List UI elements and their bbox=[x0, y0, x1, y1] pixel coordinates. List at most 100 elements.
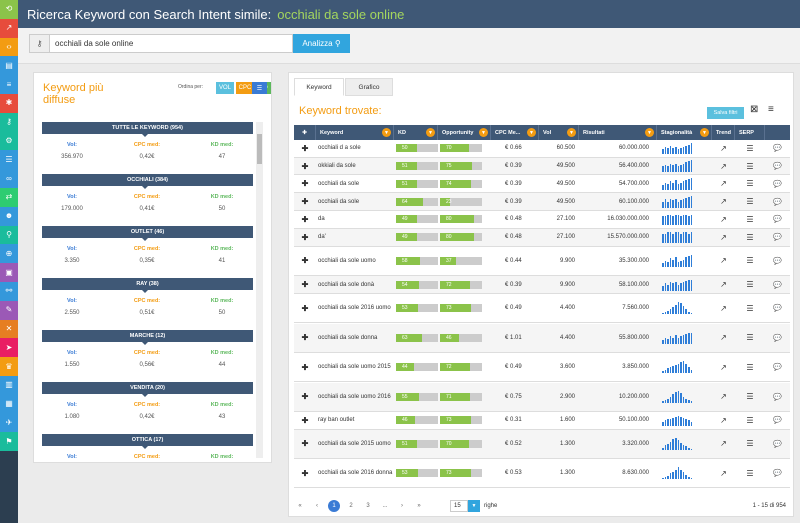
order-cpc-button[interactable]: CPC bbox=[236, 82, 254, 94]
filter-icon[interactable]: ▼ bbox=[527, 128, 536, 137]
column-header[interactable]: Risultati ▼ bbox=[579, 125, 657, 140]
add-icon[interactable]: ✚ bbox=[301, 333, 309, 343]
prev-page-icon[interactable]: ‹ bbox=[316, 503, 318, 509]
scroll-thumb[interactable] bbox=[257, 134, 262, 164]
doc-icon[interactable]: ▣ bbox=[0, 263, 18, 282]
trend-icon[interactable]: ↗ bbox=[720, 214, 727, 224]
table-row[interactable]: ✚ occhiali da sole uomo 2016 55 71 € 0.75 2.9… bbox=[294, 382, 790, 412]
per-page-select[interactable]: 15 ▼ bbox=[450, 500, 480, 512]
column-header[interactable]: Vol ▼ bbox=[539, 125, 579, 140]
add-icon[interactable]: ✚ bbox=[301, 197, 309, 207]
filter-icon[interactable]: ▼ bbox=[479, 128, 488, 137]
column-header[interactable]: SERP bbox=[735, 125, 765, 140]
table-row[interactable]: ✚ okkiali da sole 51 75 € 0.39 49.500 56.400.0… bbox=[294, 157, 790, 176]
column-header[interactable]: KD ▼ bbox=[394, 125, 438, 140]
gear-icon[interactable]: ⚙ bbox=[0, 131, 18, 151]
serp-list-icon[interactable]: ☰ bbox=[746, 256, 754, 266]
serp-list-icon[interactable]: ☰ bbox=[746, 415, 754, 425]
edit-icon[interactable]: ✎ bbox=[0, 300, 18, 320]
serp-list-icon[interactable]: ☰ bbox=[746, 197, 754, 207]
chain-icon[interactable]: ⚯ bbox=[0, 281, 18, 301]
order-vol-button[interactable]: VOL bbox=[216, 82, 234, 94]
trend-icon[interactable]: ↗ bbox=[720, 161, 727, 171]
page-button[interactable]: 3 bbox=[366, 503, 370, 509]
comment-icon[interactable]: 💬 bbox=[773, 163, 782, 171]
serp-list-icon[interactable]: ☰ bbox=[746, 392, 754, 402]
add-icon[interactable]: ✚ bbox=[301, 468, 309, 478]
cluster-card[interactable]: TUTTE LE KEYWORD (954) Vol: 356.970 CPC med… bbox=[42, 122, 253, 168]
table-row[interactable]: ✚ occhiali da sole uomo 58 37 € 0.44 9.900 35.… bbox=[294, 246, 790, 276]
add-icon[interactable]: ✚ bbox=[301, 415, 309, 425]
add-icon[interactable]: ✚ bbox=[301, 161, 309, 171]
cluster-card[interactable]: VENDITA (20) Vol: 1.080 CPC med: 0,42€ KD med… bbox=[42, 382, 253, 428]
table-row[interactable]: ✚ occhiali da sole 51 74 € 0.39 49.500 54.700.… bbox=[294, 175, 790, 194]
send-icon[interactable]: ✈ bbox=[0, 413, 18, 433]
trend-icon[interactable]: ↗ bbox=[0, 18, 18, 38]
list-icon[interactable]: ≡ bbox=[0, 75, 18, 94]
cluster-card[interactable]: OTTICA (17) Vol: CPC med: KD med: bbox=[42, 434, 253, 458]
add-icon[interactable]: ✚ bbox=[301, 179, 309, 189]
excel-icon[interactable]: ⊠ bbox=[750, 104, 759, 115]
column-header[interactable]: Stagionalità ▼ bbox=[657, 125, 712, 140]
trend-icon[interactable]: ↗ bbox=[720, 232, 727, 242]
cluster-card[interactable]: RAY (38) Vol: 2.550 CPC med: 0,51€ KD med: 50 bbox=[42, 278, 253, 324]
comment-icon[interactable]: 💬 bbox=[773, 180, 782, 188]
trend-icon[interactable]: ↗ bbox=[720, 362, 727, 372]
serp-list-icon[interactable]: ☰ bbox=[746, 232, 754, 242]
add-icon[interactable]: ✚ bbox=[301, 303, 309, 313]
binoculars-icon[interactable]: ▥ bbox=[0, 375, 18, 395]
serp-list-icon[interactable]: ☰ bbox=[746, 439, 754, 449]
comment-icon[interactable]: 💬 bbox=[773, 234, 782, 242]
filter-icon[interactable]: ▼ bbox=[645, 128, 654, 137]
table-row[interactable]: ✚ da' 49 80 € 0.48 27.100 15.570.000.000 ↗ ☰ 💬 bbox=[294, 229, 790, 247]
column-header[interactable]: CPC Me... ▼ bbox=[491, 125, 539, 140]
page-button[interactable]: 1 bbox=[328, 500, 340, 512]
comment-icon[interactable]: 💬 bbox=[773, 281, 782, 289]
file-icon[interactable]: ▦ bbox=[0, 394, 18, 414]
swap-icon[interactable]: ⇄ bbox=[0, 187, 18, 207]
serp-list-icon[interactable]: ☰ bbox=[746, 333, 754, 343]
add-icon[interactable]: ✚ bbox=[301, 143, 309, 153]
link-icon[interactable]: ∞ bbox=[0, 169, 18, 188]
save-filters-button[interactable]: Salva filtri bbox=[707, 107, 744, 119]
serp-list-icon[interactable]: ☰ bbox=[746, 179, 754, 189]
next-page-icon[interactable]: › bbox=[401, 503, 403, 509]
filter-icon[interactable]: ▼ bbox=[426, 128, 435, 137]
home-icon[interactable]: ⟲ bbox=[0, 0, 18, 19]
comment-icon[interactable]: 💬 bbox=[773, 470, 782, 478]
filter-icon[interactable]: ▼ bbox=[700, 128, 709, 137]
flag-icon[interactable]: ⚑ bbox=[0, 432, 18, 452]
add-icon[interactable]: ✚ bbox=[301, 362, 309, 372]
zoom-icon[interactable]: ⊕ bbox=[0, 244, 18, 264]
comment-icon[interactable]: 💬 bbox=[773, 440, 782, 448]
analyze-button[interactable]: Analizza ⚲ bbox=[293, 34, 350, 53]
table-row[interactable]: ✚ occhiali da sole uomo 2015 44 72 € 0.49 3.6… bbox=[294, 353, 790, 383]
table-row[interactable]: ✚ occhiali da sole 64 23 € 0.39 49.500 60.100.… bbox=[294, 193, 790, 211]
first-page-icon[interactable]: « bbox=[298, 503, 302, 509]
table-row[interactable]: ✚ ray ban outlet 46 73 € 0.31 1.600 50.100.000… bbox=[294, 412, 790, 430]
column-header[interactable]: Opportunity ▼ bbox=[438, 125, 491, 140]
add-icon[interactable]: ✚ bbox=[301, 392, 309, 402]
table-row[interactable]: ✚ da 49 80 € 0.48 27.100 16.030.000.000 ↗ ☰ 💬 bbox=[294, 211, 790, 229]
trend-icon[interactable]: ↗ bbox=[720, 280, 727, 290]
comment-icon[interactable]: 💬 bbox=[773, 216, 782, 224]
page-button[interactable]: 2 bbox=[349, 503, 353, 509]
tools-icon[interactable]: ✕ bbox=[0, 319, 18, 339]
search-icon[interactable]: ⚲ bbox=[0, 225, 18, 245]
serp-list-icon[interactable]: ☰ bbox=[746, 303, 754, 313]
last-page-icon[interactable]: » bbox=[417, 503, 421, 509]
page-button[interactable]: ... bbox=[382, 503, 388, 509]
key-icon[interactable]: ⚷ bbox=[0, 112, 18, 132]
filter-icon[interactable]: ▼ bbox=[382, 128, 391, 137]
trend-icon[interactable]: ↗ bbox=[720, 303, 727, 313]
trophy-icon[interactable]: ♛ bbox=[0, 357, 18, 376]
serp-list-icon[interactable]: ☰ bbox=[746, 468, 754, 478]
search-input[interactable] bbox=[50, 35, 292, 52]
add-icon[interactable]: ✚ bbox=[301, 214, 309, 224]
tab-keyword[interactable]: Keyword bbox=[294, 78, 344, 96]
serp-list-icon[interactable]: ☰ bbox=[746, 362, 754, 372]
table-row[interactable]: ✚ occhiali da sole 2016 uomo 53 73 € 0.49 4.4… bbox=[294, 294, 790, 324]
trend-icon[interactable]: ↗ bbox=[720, 333, 727, 343]
tab-grafico[interactable]: Grafico bbox=[345, 78, 393, 96]
trend-icon[interactable]: ↗ bbox=[720, 143, 727, 153]
